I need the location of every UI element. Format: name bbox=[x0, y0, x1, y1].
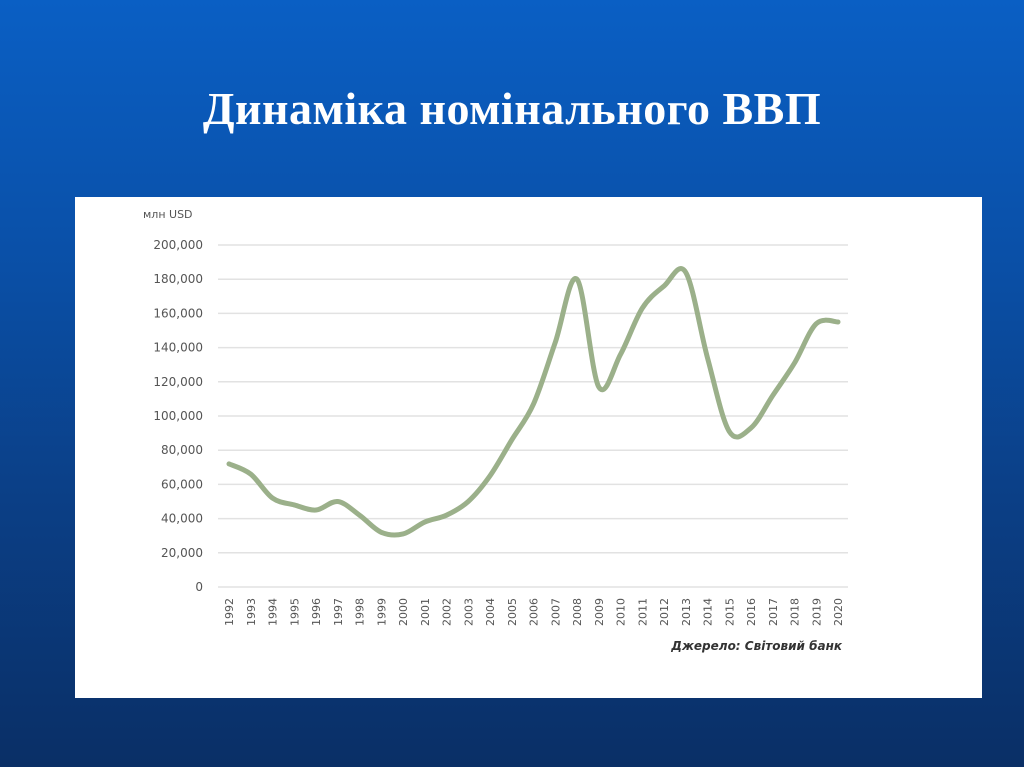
x-tick-label: 2007 bbox=[549, 598, 562, 626]
x-tick-label: 1994 bbox=[267, 598, 280, 626]
x-tick-label: 1995 bbox=[288, 598, 301, 626]
x-tick-label: 2004 bbox=[484, 598, 497, 626]
y-tick-label: 120,000 bbox=[153, 375, 203, 389]
x-tick-label: 1999 bbox=[375, 598, 388, 626]
chart-panel bbox=[75, 197, 982, 698]
x-tick-label: 2011 bbox=[636, 598, 649, 626]
x-tick-label: 2015 bbox=[723, 598, 736, 626]
x-tick-label: 2017 bbox=[767, 598, 780, 626]
x-tick-label: 1996 bbox=[310, 598, 323, 626]
x-tick-label: 2010 bbox=[615, 598, 628, 626]
x-tick-label: 2016 bbox=[745, 598, 758, 626]
y-tick-label: 20,000 bbox=[161, 546, 203, 560]
x-tick-label: 2002 bbox=[441, 598, 454, 626]
y-tick-label: 160,000 bbox=[153, 306, 203, 320]
x-tick-label: 2013 bbox=[680, 598, 693, 626]
x-tick-label: 2006 bbox=[528, 598, 541, 626]
x-tick-label: 2001 bbox=[419, 598, 432, 626]
x-tick-label: 2009 bbox=[593, 598, 606, 626]
x-tick-label: 1992 bbox=[223, 598, 236, 626]
y-tick-label: 140,000 bbox=[153, 341, 203, 355]
x-tick-label: 2018 bbox=[789, 598, 802, 626]
y-tick-label: 200,000 bbox=[153, 238, 203, 252]
y-tick-label: 0 bbox=[195, 580, 203, 594]
x-tick-label: 1993 bbox=[245, 598, 258, 626]
y-tick-label: 80,000 bbox=[161, 443, 203, 457]
x-tick-label: 2000 bbox=[397, 598, 410, 626]
x-tick-label: 2003 bbox=[462, 598, 475, 626]
x-tick-label: 1998 bbox=[354, 598, 367, 626]
x-tick-label: 2020 bbox=[832, 598, 845, 626]
y-axis-unit-label: млн USD bbox=[143, 208, 193, 221]
x-tick-label: 2014 bbox=[702, 598, 715, 626]
x-tick-label: 2019 bbox=[810, 598, 823, 626]
source-note: Джерело: Світовий банк bbox=[670, 639, 843, 653]
slide-title: Динаміка номінального ВВП bbox=[202, 83, 822, 134]
y-tick-label: 100,000 bbox=[153, 409, 203, 423]
x-tick-label: 2008 bbox=[571, 598, 584, 626]
y-tick-label: 180,000 bbox=[153, 272, 203, 286]
gdp-series-line bbox=[226, 266, 841, 538]
y-tick-label: 60,000 bbox=[161, 477, 203, 491]
x-tick-label: 2005 bbox=[506, 598, 519, 626]
y-tick-label: 40,000 bbox=[161, 512, 203, 526]
x-tick-label: 2012 bbox=[658, 598, 671, 626]
x-tick-label: 1997 bbox=[332, 598, 345, 626]
